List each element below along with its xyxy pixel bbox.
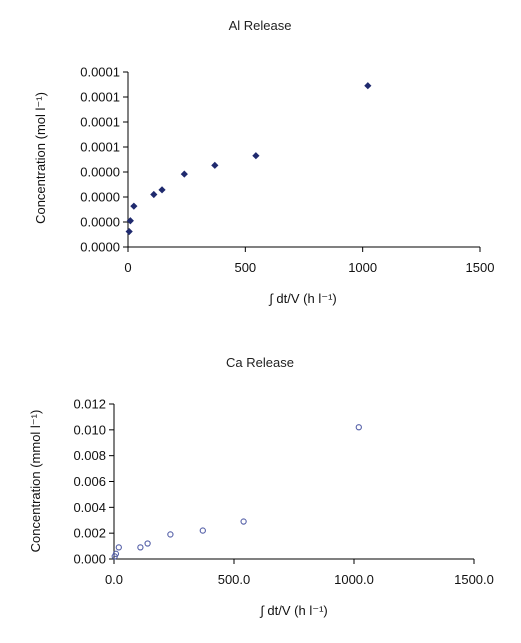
x-axis-label: ∫ dt/V (h l⁻¹) <box>259 603 328 618</box>
y-tick-group: 0.0000 0.0000 0.0000 0.0000 0.0001 0.0001 0.00… <box>80 65 128 255</box>
y-tick-label: 0.0000 <box>80 165 120 180</box>
data-point <box>130 202 138 210</box>
x-tick-label: 0 <box>124 260 131 275</box>
data-point <box>144 540 151 547</box>
data-point <box>158 186 166 194</box>
data-point <box>252 152 260 160</box>
y-tick-label: 0.010 <box>73 422 106 437</box>
data-point <box>115 544 122 551</box>
data-point <box>211 161 219 169</box>
data-points <box>111 424 362 560</box>
x-tick-label: 1000 <box>348 260 377 275</box>
y-tick-label: 0.008 <box>73 448 106 463</box>
data-point <box>137 544 144 551</box>
data-point <box>126 217 134 225</box>
chart-title: Al Release <box>229 18 292 33</box>
data-point <box>355 424 362 431</box>
x-tick-label: 1500.0 <box>454 572 494 587</box>
y-tick-label: 0.0000 <box>80 215 120 230</box>
al-release-chart: Al Release 0.00000.00000.00000.00000.000… <box>33 18 494 306</box>
ca-release-chart: Ca Release 0.0000.0020.0040.0060.0080.01… <box>28 355 494 618</box>
y-tick-label: 0.0000 <box>80 240 120 255</box>
x-tick-group: 0.0 500.0 1000.0 1500.0 <box>105 559 494 587</box>
x-tick-label: 0.0 <box>105 572 123 587</box>
y-tick-label: 0.0000 <box>80 190 120 205</box>
chart-title: Ca Release <box>226 355 294 370</box>
x-axis-label: ∫ dt/V (h l⁻¹) <box>268 291 337 306</box>
x-tick-group: 0 500 1000 1500 <box>124 247 494 275</box>
data-points <box>125 82 372 236</box>
y-tick-label: 0.004 <box>73 500 106 515</box>
y-tick-label: 0.0001 <box>80 140 120 155</box>
data-point <box>167 531 174 538</box>
data-point <box>364 82 372 90</box>
y-axis-label: Concentration (mmol l⁻¹) <box>28 410 43 553</box>
y-tick-label: 0.006 <box>73 474 106 489</box>
y-tick-group: 0.000 0.002 0.004 0.006 0.008 0.010 0.012 <box>73 397 114 567</box>
data-point <box>240 518 247 525</box>
y-tick-label: 0.0001 <box>80 90 120 105</box>
y-tick-label: 0.002 <box>73 526 106 541</box>
data-point <box>199 527 206 534</box>
data-point <box>150 190 158 199</box>
x-tick-label: 1000.0 <box>334 572 374 587</box>
y-tick-label: 0.0001 <box>80 115 120 130</box>
data-point <box>112 550 120 557</box>
y-tick-label: 0.000 <box>73 552 106 567</box>
x-tick-label: 1500 <box>466 260 495 275</box>
x-tick-label: 500.0 <box>218 572 251 587</box>
data-point <box>125 227 133 236</box>
data-point <box>180 170 188 178</box>
y-tick-label: 0.012 <box>73 397 106 412</box>
x-tick-label: 500 <box>234 260 256 275</box>
y-tick-label: 0.0001 <box>80 65 120 80</box>
y-axis-label: Concentration (mol l⁻¹) <box>33 92 48 224</box>
